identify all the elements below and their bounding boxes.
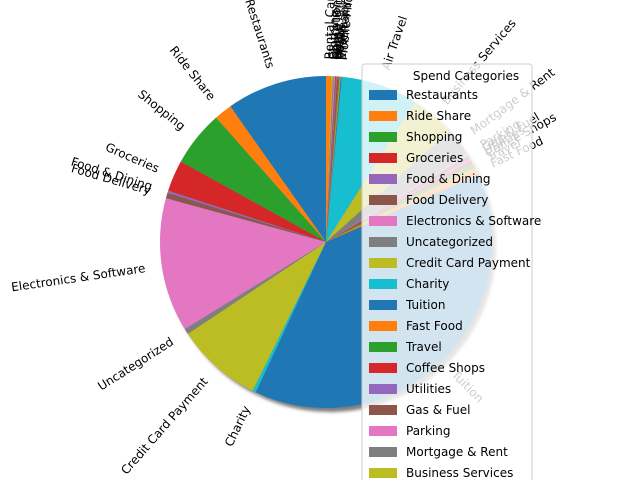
slice-label-gym: Gym [330,31,346,60]
legend-swatch-food-delivery [369,195,397,205]
slice-hotel [326,76,338,243]
legend-label-ride-share: Ride Share [406,109,471,123]
legend-swatch-fast-food [369,321,397,331]
legend-swatch-restaurants [369,90,397,100]
legend-label-food-and-dining: Food & Dining [406,172,491,186]
legend-swatch-business-services [369,468,397,478]
slice-ride-share [216,106,326,242]
slice-books [326,76,339,242]
legend-swatch-credit-card-payment [369,258,397,268]
legend-label-electronics-and-software: Electronics & Software [406,214,541,228]
legend-label-gas-and-fuel: Gas & Fuel [406,403,470,417]
legend-label-coffee-shops: Coffee Shops [406,361,485,375]
slice-food-and-dining [167,190,326,242]
legend: Spend Categories Restaurants Ride Share Sh… [361,63,541,484]
legend-label-food-delivery: Food Delivery [406,193,488,207]
legend-title: Spend Categories [413,69,519,83]
slice-entertainment [326,76,341,242]
legend-label-fast-food: Fast Food [406,319,463,333]
slice-label-books: Books [332,23,349,60]
legend-label-credit-card-payment: Credit Card Payment [406,256,531,270]
slice-label-uncategorized: Uncategorized [95,335,176,394]
slice-label-rental-car: Rental Car [322,0,337,60]
legend-swatch-coffee-shops [369,363,397,373]
slice-mobile-phone [326,76,342,242]
legend-label-mortgage-and-rent: Mortgage & Rent [406,445,508,459]
slice-shopping [180,117,326,242]
legend-swatch-travel [369,342,397,352]
legend-label-business-services: Business Services [406,466,513,480]
slice-label-shopping: Shopping [135,87,188,133]
legend-swatch-groceries [369,153,397,163]
legend-label-shopping: Shopping [406,130,462,144]
legend-swatch-utilities [369,384,397,394]
slice-label-credit-card-payment: Credit Card Payment [118,374,211,477]
legend-label-restaurants: Restaurants [406,88,478,102]
slice-gym [326,76,337,242]
legend-label-uncategorized: Uncategorized [406,235,493,249]
slice-education [326,76,334,243]
slice-electronics-and-software [160,198,326,330]
slice-label-restaurants: Restaurants [242,0,277,70]
slice-rental-car [326,76,332,242]
slice-label-ride-share: Ride Share [167,43,218,103]
legend-swatch-charity [369,279,397,289]
legend-frame [361,63,533,484]
legend-label-tuition: Tuition [405,298,445,312]
slice-groceries [168,161,326,242]
legend-label-parking: Parking [406,424,451,438]
slice-label-air-travel: Air Travel [379,14,410,71]
slice-label-pharmacy: Pharmacy [333,0,352,61]
slice-pharmacy [326,76,340,242]
slice-charity [252,242,326,393]
legend-swatch-parking [369,426,397,436]
slice-credit-card-payment [187,242,326,391]
legend-label-charity: Charity [406,277,449,291]
slice-label-education: Education [327,0,344,60]
slice-home-improvement [326,76,336,242]
legend-swatch-mortgage-and-rent [369,447,397,457]
legend-label-groceries: Groceries [406,151,463,165]
slice-label-clothing: Clothing [326,9,342,59]
legend-swatch-shopping [369,132,397,142]
legend-swatch-food-and-dining [369,174,397,184]
legend-label-travel: Travel [405,340,442,354]
slice-label-charity: Charity [222,404,253,449]
slice-label-electronics-and-software: Electronics & Software [10,261,146,294]
legend-swatch-uncategorized [369,237,397,247]
slice-uncategorized [184,242,326,334]
legend-swatch-ride-share [369,111,397,121]
legend-swatch-tuition [369,300,397,310]
legend-swatch-gas-and-fuel [369,405,397,415]
slice-food-delivery [165,192,326,242]
slice-restaurants [230,76,326,242]
legend-label-utilities: Utilities [406,382,451,396]
legend-swatch-electronics-and-software [369,216,397,226]
legend-entries: Restaurants Ride Share Shopping Groceries Fo… [369,88,541,480]
slice-clothing [326,76,333,242]
slice-label-hotel: Hotel [331,28,347,61]
